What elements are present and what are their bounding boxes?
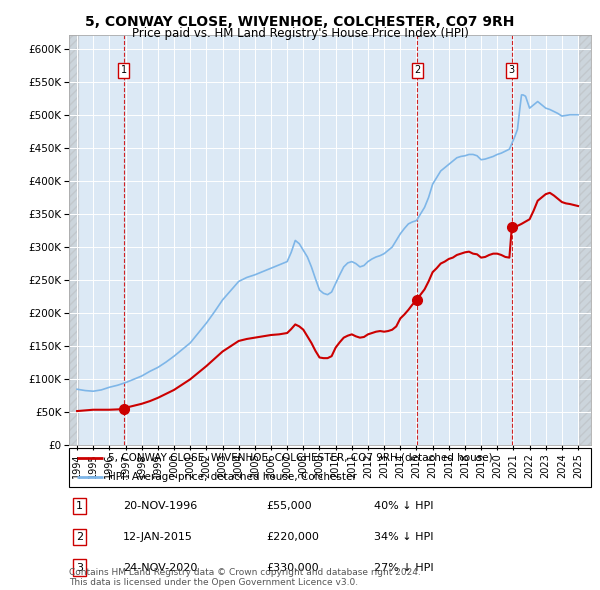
- Bar: [69, 35, 79, 445]
- Text: £220,000: £220,000: [266, 532, 319, 542]
- Text: 27% ↓ HPI: 27% ↓ HPI: [374, 563, 433, 572]
- Text: 3: 3: [509, 65, 515, 76]
- Text: 1: 1: [76, 502, 83, 511]
- Text: 20-NOV-1996: 20-NOV-1996: [123, 502, 197, 511]
- Text: 24-NOV-2020: 24-NOV-2020: [123, 563, 197, 572]
- Text: HPI: Average price, detached house, Colchester: HPI: Average price, detached house, Colc…: [108, 472, 357, 482]
- Text: 12-JAN-2015: 12-JAN-2015: [123, 532, 193, 542]
- Text: 1: 1: [121, 65, 127, 76]
- Text: 34% ↓ HPI: 34% ↓ HPI: [374, 532, 433, 542]
- Text: 2: 2: [76, 532, 83, 542]
- Text: 3: 3: [76, 563, 83, 572]
- Bar: [580, 35, 591, 445]
- Text: Price paid vs. HM Land Registry's House Price Index (HPI): Price paid vs. HM Land Registry's House …: [131, 27, 469, 40]
- Text: Contains HM Land Registry data © Crown copyright and database right 2024.
This d: Contains HM Land Registry data © Crown c…: [69, 568, 421, 587]
- Text: 5, CONWAY CLOSE, WIVENHOE, COLCHESTER, CO7 9RH (detached house): 5, CONWAY CLOSE, WIVENHOE, COLCHESTER, C…: [108, 453, 493, 463]
- Text: 40% ↓ HPI: 40% ↓ HPI: [374, 502, 433, 511]
- Text: £330,000: £330,000: [266, 563, 319, 572]
- Text: £55,000: £55,000: [266, 502, 311, 511]
- Text: 5, CONWAY CLOSE, WIVENHOE, COLCHESTER, CO7 9RH: 5, CONWAY CLOSE, WIVENHOE, COLCHESTER, C…: [85, 15, 515, 30]
- Text: 2: 2: [414, 65, 420, 76]
